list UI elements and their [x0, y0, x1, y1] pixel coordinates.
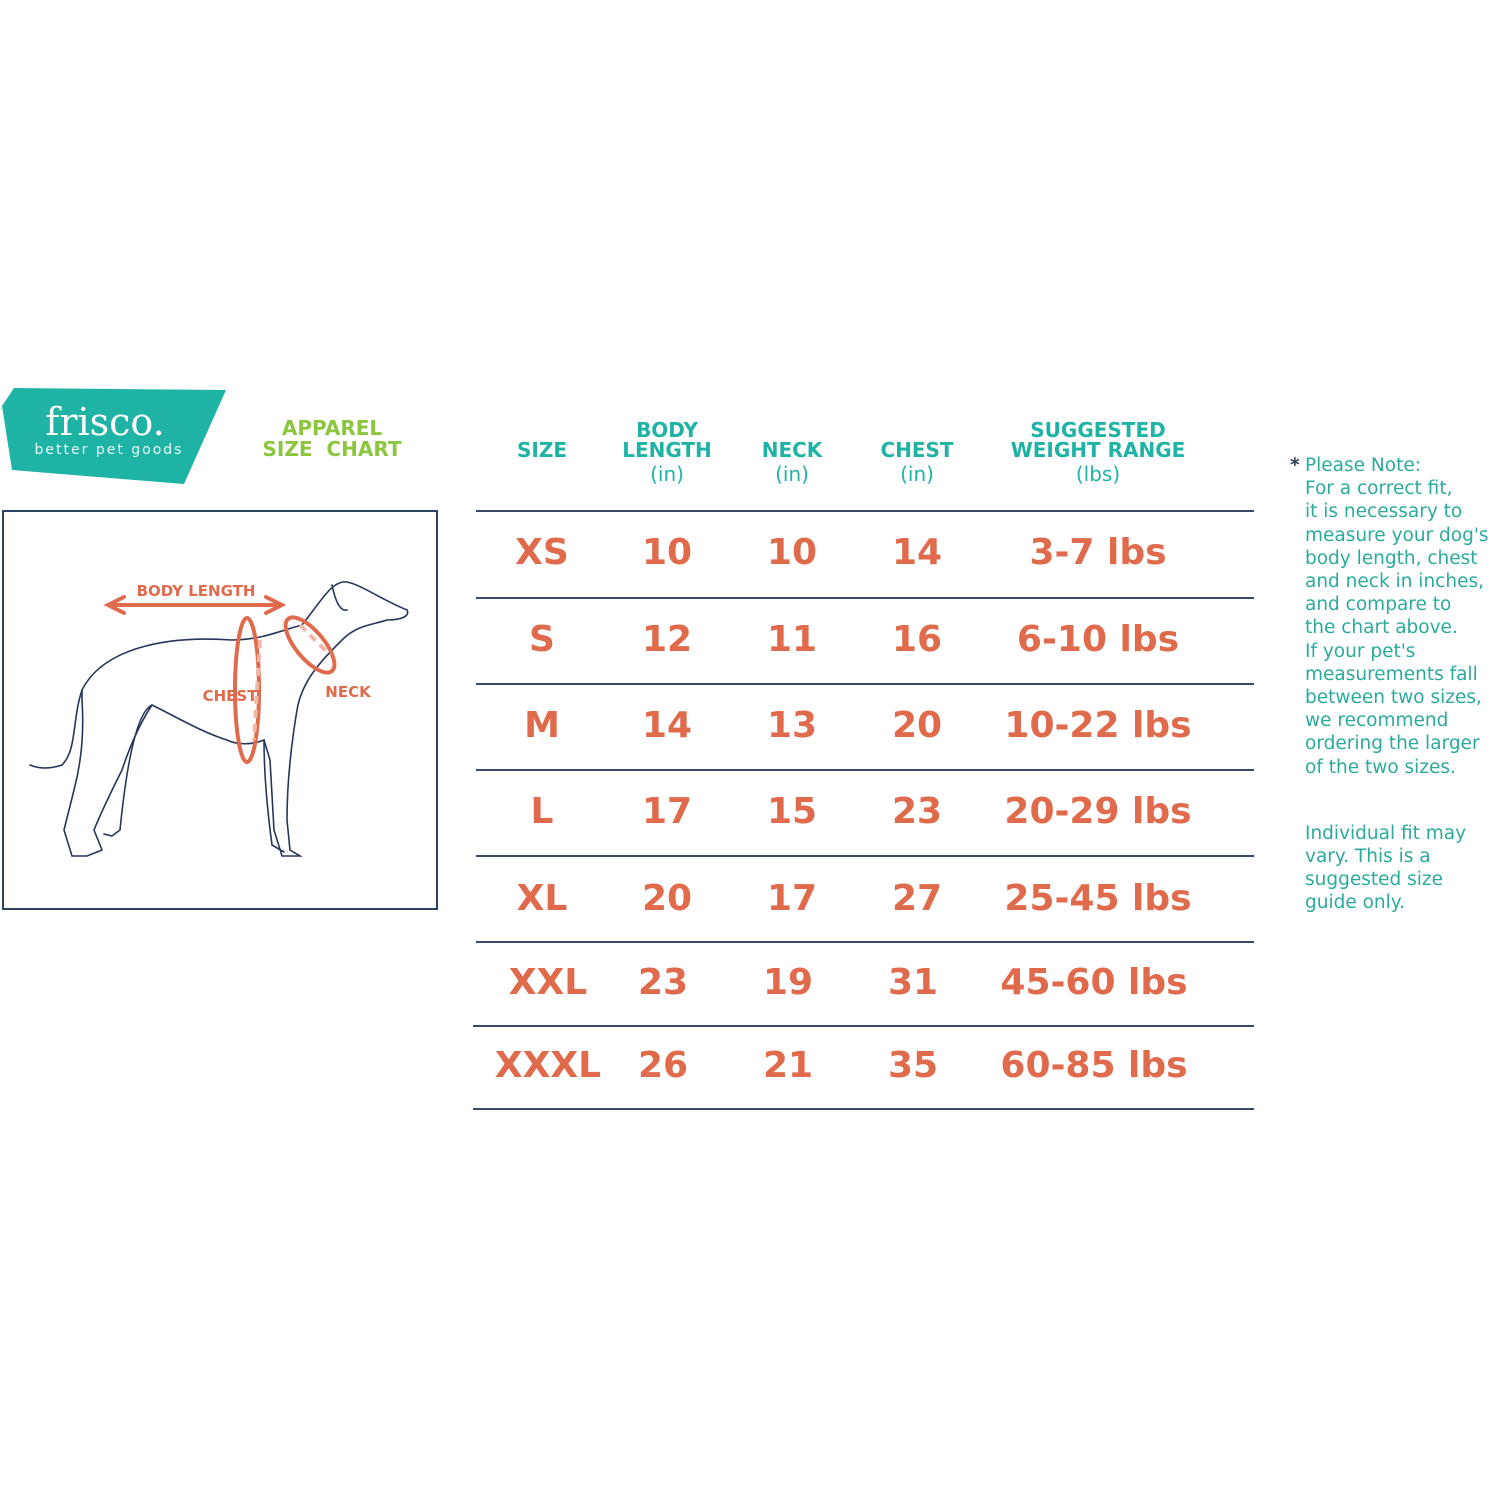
column-header-title: NECK: [761, 438, 823, 462]
table-cell: 6-10 lbs: [1016, 619, 1180, 660]
table-cell: 26: [637, 1045, 689, 1086]
dog-illustration: BODY LENGTH CHEST NECK: [29, 581, 409, 857]
column-header-title: CHEST: [880, 438, 954, 462]
row-divider: [476, 510, 1254, 512]
row-divider: [476, 683, 1254, 685]
column-header: SUGGESTED WEIGHT RANGE (lbs): [998, 420, 1198, 484]
table-cell: 23: [891, 791, 943, 832]
table-cell: 10-22 lbs: [1004, 705, 1192, 746]
table-cell: 25-45 lbs: [1004, 878, 1192, 919]
row-divider: [473, 1108, 1254, 1110]
table-cell: 60-85 lbs: [1000, 1045, 1188, 1086]
table-cell: XXXL: [494, 1045, 602, 1086]
column-header: SIZE: [442, 440, 642, 460]
label-chest: CHEST: [203, 687, 259, 705]
brand-name: frisco.: [45, 400, 165, 444]
brand-logo-badge: [2, 388, 226, 484]
table-cell: L: [530, 791, 554, 832]
column-header-unit: (lbs): [1075, 462, 1121, 486]
column-header-title: SIZE: [516, 438, 567, 462]
table-cell: 16: [891, 619, 943, 660]
row-divider: [473, 1025, 1254, 1027]
table-cell: 10: [641, 532, 693, 573]
table-cell: M: [524, 705, 560, 746]
column-header-title: SUGGESTED WEIGHT RANGE: [1010, 418, 1186, 462]
table-cell: S: [529, 619, 555, 660]
row-divider: [476, 769, 1254, 771]
table-cell: 27: [891, 878, 943, 919]
label-neck: NECK: [325, 683, 372, 701]
column-header-title: BODY LENGTH: [622, 418, 712, 462]
table-cell: 13: [766, 705, 818, 746]
table-cell: XS: [515, 532, 569, 573]
table-cell: 31: [887, 962, 939, 1003]
table-cell: 35: [887, 1045, 939, 1086]
column-header-unit: (in): [775, 462, 809, 486]
page-title: APPAREL SIZE CHART: [262, 418, 402, 460]
table-cell: 19: [762, 962, 814, 1003]
column-header-unit: (in): [650, 462, 684, 486]
table-cell: 14: [641, 705, 693, 746]
table-cell: 3-7 lbs: [1029, 532, 1167, 573]
table-cell: 14: [891, 532, 943, 573]
title-line-1: APPAREL: [281, 416, 383, 440]
column-header: BODY LENGTH (in): [567, 420, 767, 484]
table-cell: 23: [637, 962, 689, 1003]
column-header-unit: (in): [900, 462, 934, 486]
note-paragraph-2: Individual fit may vary. This is a sugge…: [1305, 822, 1467, 914]
table-cell: 10: [766, 532, 818, 573]
table-cell: 45-60 lbs: [1000, 962, 1188, 1003]
row-divider: [476, 855, 1254, 857]
brand-tagline: better pet goods: [34, 442, 184, 458]
note-paragraph-1: Please Note: For a correct fit, it is ne…: [1305, 455, 1489, 778]
table-cell: 15: [766, 791, 818, 832]
table-cell: 21: [762, 1045, 814, 1086]
table-cell: 20: [891, 705, 943, 746]
table-cell: 20-29 lbs: [1004, 791, 1192, 832]
fit-note: * Please Note: For a correct fit, it is …: [1290, 454, 1500, 915]
row-divider: [476, 941, 1254, 943]
asterisk: *: [1290, 455, 1300, 476]
title-line-2: SIZE CHART: [262, 437, 402, 461]
table-cell: 17: [766, 878, 818, 919]
table-cell: 11: [766, 619, 818, 660]
label-body-length: BODY LENGTH: [137, 582, 256, 600]
column-header: CHEST (in): [817, 440, 1017, 484]
column-header: NECK (in): [692, 440, 892, 484]
table-cell: 17: [641, 791, 693, 832]
table-cell: XL: [516, 878, 568, 919]
table-cell: 20: [641, 878, 693, 919]
row-divider: [476, 597, 1254, 599]
dog-measurement-diagram: BODY LENGTH CHEST NECK: [2, 510, 438, 910]
table-cell: XXL: [508, 962, 588, 1003]
table-cell: 12: [641, 619, 693, 660]
